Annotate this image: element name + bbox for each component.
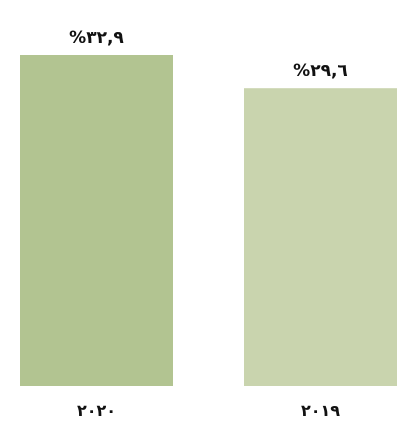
- bar-value-label-1: %٢٩,٦: [293, 61, 348, 81]
- bar-0: [20, 55, 173, 386]
- bar-1: [244, 88, 397, 386]
- x-tick-label-0: ٢٠٢٠: [77, 401, 116, 420]
- bar-value-label-0: %٣٢,٩: [69, 28, 124, 48]
- x-tick-label-1: ٢٠١٩: [301, 401, 340, 420]
